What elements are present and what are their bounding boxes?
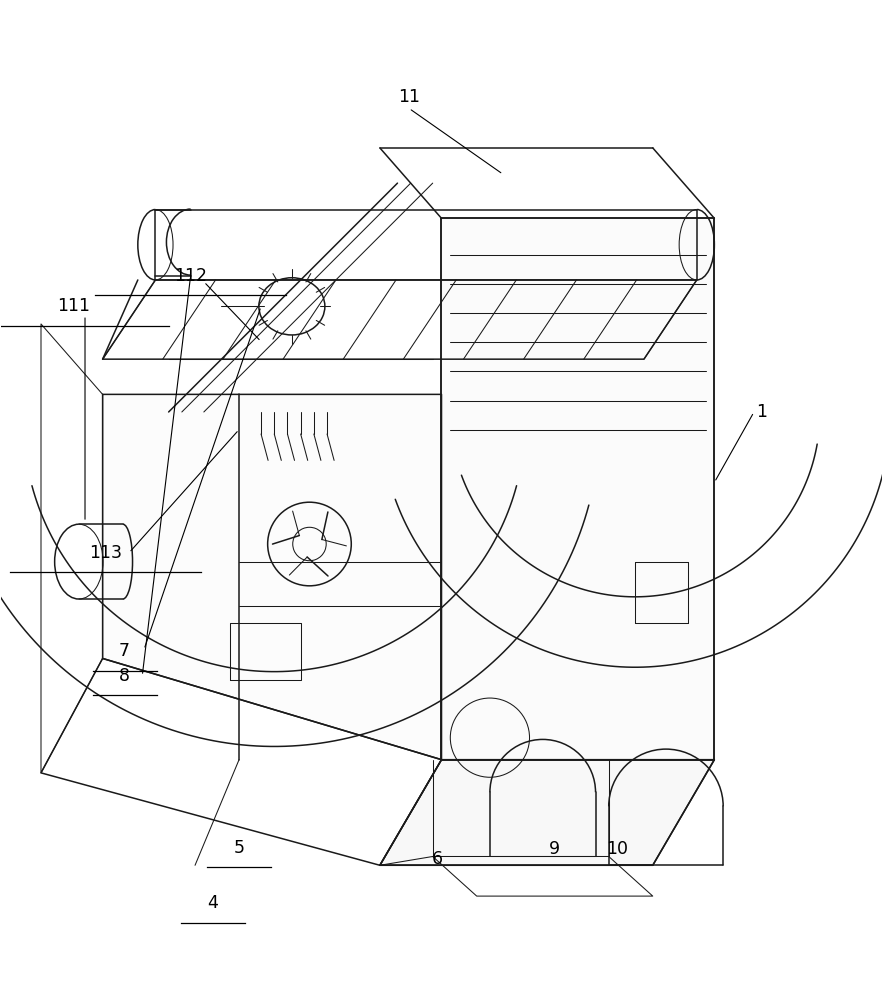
Text: 1: 1 — [757, 403, 767, 421]
Text: 113: 113 — [89, 544, 122, 562]
Text: 112: 112 — [174, 267, 208, 285]
Text: 111: 111 — [57, 297, 90, 315]
Text: 9: 9 — [548, 840, 560, 858]
Text: 5: 5 — [233, 839, 245, 857]
Polygon shape — [442, 218, 714, 760]
Text: 8: 8 — [119, 667, 130, 685]
Text: 7: 7 — [119, 642, 130, 660]
Polygon shape — [102, 394, 442, 760]
Polygon shape — [380, 760, 714, 865]
Text: 6: 6 — [432, 850, 442, 868]
Text: 11: 11 — [398, 88, 420, 106]
Text: 10: 10 — [607, 840, 629, 858]
Text: 4: 4 — [208, 894, 218, 912]
